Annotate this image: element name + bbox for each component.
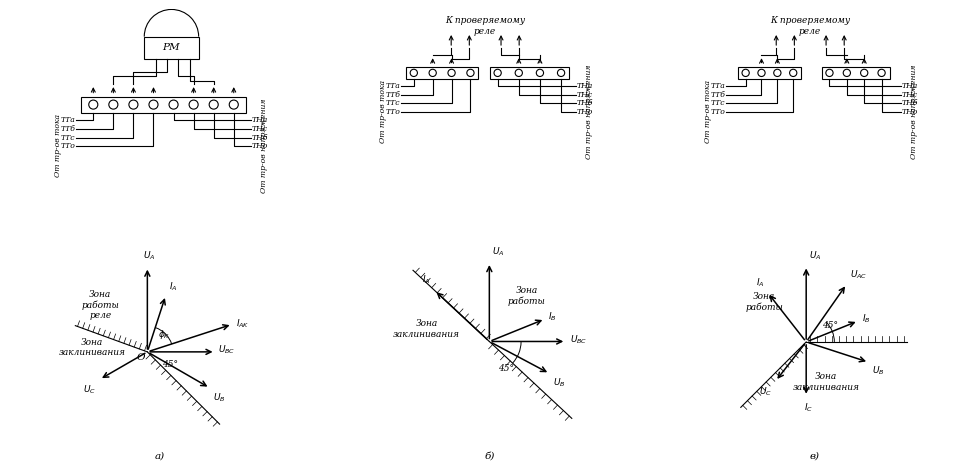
Text: От тр-ов тока: От тр-ов тока — [380, 80, 387, 143]
Text: $I_{AK}$: $I_{AK}$ — [236, 318, 250, 330]
Text: 45°: 45° — [822, 321, 838, 330]
Text: ТТб: ТТб — [710, 91, 726, 99]
Text: К проверяемому
реле: К проверяемому реле — [771, 16, 850, 36]
Text: б): б) — [484, 452, 494, 461]
Text: $U_{AC}$: $U_{AC}$ — [850, 268, 867, 281]
Text: Зона
заклинивания: Зона заклинивания — [393, 319, 460, 338]
Text: От тр-ов тока: От тр-ов тока — [705, 80, 712, 143]
Text: $U_A$: $U_A$ — [142, 250, 155, 262]
Text: ТНо: ТНо — [576, 108, 594, 116]
Text: $U_A$: $U_A$ — [809, 249, 821, 261]
Text: ТНа: ТНа — [251, 117, 268, 125]
Text: $U_B$: $U_B$ — [213, 391, 226, 404]
Text: а): а) — [155, 452, 165, 461]
Text: $I_B$: $I_B$ — [861, 312, 870, 325]
Text: РМ: РМ — [163, 43, 181, 52]
Text: Зона
заклинивания: Зона заклинивания — [58, 338, 125, 357]
Text: ТТс: ТТс — [710, 99, 726, 107]
Text: $I_A$: $I_A$ — [422, 274, 430, 286]
Bar — [821, 67, 889, 79]
Text: 45°: 45° — [498, 364, 514, 373]
Text: $U_{BC}$: $U_{BC}$ — [570, 334, 587, 346]
Text: Зона
работы
реле: Зона работы реле — [81, 290, 120, 320]
Text: ТНс: ТНс — [576, 91, 593, 99]
Text: К проверяемому
реле: К проверяемому реле — [445, 16, 525, 36]
Text: ТНа: ТНа — [576, 82, 593, 90]
Text: ТНб: ТНб — [902, 99, 919, 107]
Text: ТНс: ТНс — [251, 125, 268, 133]
Text: От тр-ов напряжения: От тр-ов напряжения — [260, 98, 269, 193]
Text: ТТа: ТТа — [385, 82, 401, 90]
Bar — [406, 67, 478, 79]
Text: ТНс: ТНс — [902, 91, 918, 99]
Text: ТТо: ТТо — [710, 108, 726, 116]
Text: ТНб: ТНб — [576, 99, 594, 107]
Text: Зона
работы: Зона работы — [508, 286, 546, 305]
Text: $I_C$: $I_C$ — [804, 402, 814, 414]
Text: От тр-ов тока: От тр-ов тока — [54, 114, 62, 177]
Text: ТТо: ТТо — [60, 142, 76, 150]
Bar — [489, 67, 569, 79]
Text: $U_A$: $U_A$ — [491, 245, 505, 258]
Text: От тр-ов напряжения: От тр-ов напряжения — [910, 64, 919, 159]
Text: $U_C$: $U_C$ — [83, 384, 96, 396]
Text: $U_B$: $U_B$ — [554, 377, 566, 389]
Text: в): в) — [809, 452, 819, 461]
Text: ТТб: ТТб — [385, 91, 401, 99]
Text: $U_B$: $U_B$ — [872, 365, 884, 377]
Text: ТТб: ТТб — [60, 125, 76, 133]
Text: $I_A$: $I_A$ — [756, 277, 765, 289]
Bar — [81, 97, 247, 112]
Text: $U_{BC}$: $U_{BC}$ — [218, 343, 235, 355]
Text: $I_A$: $I_A$ — [169, 281, 178, 294]
Bar — [144, 37, 199, 59]
Text: Зона
заклинивания: Зона заклинивания — [793, 372, 859, 392]
Text: 45°: 45° — [163, 360, 179, 369]
Text: ТНб: ТНб — [251, 134, 269, 142]
Text: $I_B$: $I_B$ — [549, 310, 557, 323]
Text: $\phi_K$: $\phi_K$ — [158, 329, 171, 341]
Text: $U_C$: $U_C$ — [759, 385, 772, 398]
Text: ТТа: ТТа — [60, 117, 76, 125]
Text: ТТо: ТТо — [385, 108, 401, 116]
Text: От тр-ов напряжения: От тр-ов напряжения — [585, 64, 594, 159]
Text: ТНа: ТНа — [902, 82, 918, 90]
Text: ТНо: ТНо — [902, 108, 919, 116]
Text: Зона
работы: Зона работы — [746, 292, 783, 312]
Text: ТНо: ТНо — [251, 142, 269, 150]
Bar — [738, 67, 801, 79]
Text: ТТа: ТТа — [710, 82, 726, 90]
Text: ТТс: ТТс — [385, 99, 401, 107]
Text: O: O — [137, 354, 144, 362]
Text: ТТс: ТТс — [60, 134, 76, 142]
